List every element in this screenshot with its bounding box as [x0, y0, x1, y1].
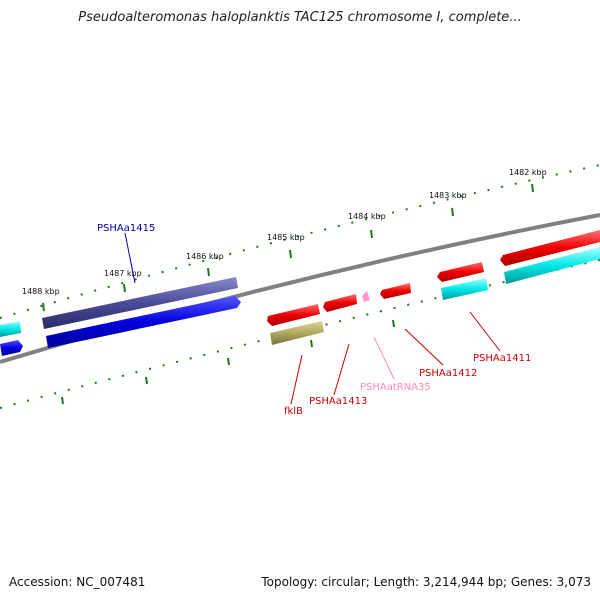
- gene-label: fklB: [284, 406, 303, 417]
- scale-label: 1485 kbp: [267, 233, 305, 242]
- scale-label: 1484 kbp: [348, 212, 386, 221]
- gene-psha1411[interactable]: [437, 262, 484, 282]
- gene-label: PSHAa1412: [419, 368, 477, 379]
- label-leaders: [124, 232, 501, 405]
- scale-label: 1483 kbp: [429, 191, 467, 200]
- inner-major-ticks: [61, 319, 395, 405]
- gene-fklb[interactable]: [270, 321, 324, 345]
- scale-label: 1487 kbp: [104, 269, 142, 278]
- map-title: Pseudoalteromonas haloplanktis TAC125 ch…: [78, 10, 522, 25]
- scale-label: 1482 kbp: [509, 168, 547, 177]
- topology-label: Topology: circular; Length: 3,214,944 bp…: [261, 575, 591, 589]
- gene-psha1412[interactable]: [380, 283, 411, 299]
- gene-cyan-2[interactable]: [504, 247, 600, 284]
- gene-psha1413[interactable]: [323, 294, 357, 312]
- accession-label: Accession: NC_007481: [9, 575, 146, 589]
- gene-label: PSHAa1413: [309, 396, 367, 407]
- gene-left-blue[interactable]: [0, 340, 23, 356]
- gene-psha1415[interactable]: [42, 277, 238, 329]
- scale-label: 1486 kbp: [186, 252, 224, 261]
- forward-strand: [0, 230, 600, 356]
- major-ticks: [42, 183, 534, 312]
- reverse-strand: [270, 247, 600, 345]
- scale-label: 1488 kbp: [22, 287, 60, 296]
- gene-blue-forward[interactable]: [46, 296, 241, 348]
- gene-label: PSHAatRNA35: [360, 382, 431, 393]
- gene-fklb-forward[interactable]: [267, 304, 320, 326]
- gene-trna35[interactable]: [362, 291, 370, 302]
- scale-ring-outer: [0, 164, 600, 319]
- gene-label: PSHAa1415: [97, 223, 155, 234]
- gene-cyan-1[interactable]: [441, 278, 488, 300]
- gene-label: PSHAa1411: [473, 353, 531, 364]
- gene-left-cyan[interactable]: [0, 321, 21, 337]
- gene-red-right[interactable]: [500, 230, 600, 266]
